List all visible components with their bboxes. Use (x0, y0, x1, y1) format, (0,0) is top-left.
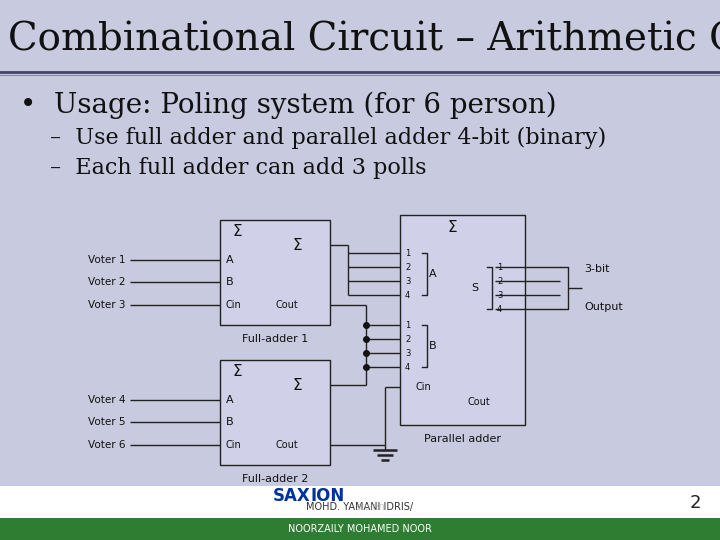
Text: B: B (226, 417, 233, 427)
Text: S: S (472, 283, 479, 293)
Text: Σ: Σ (292, 238, 302, 253)
Text: 2: 2 (497, 276, 503, 286)
Text: Voter 4: Voter 4 (88, 395, 125, 405)
Text: NOORZAILY MOHAMED NOOR: NOORZAILY MOHAMED NOOR (288, 524, 432, 534)
Text: ION: ION (310, 487, 344, 505)
Text: Σ: Σ (447, 219, 456, 234)
Text: –  Each full adder can add 3 polls: – Each full adder can add 3 polls (50, 157, 426, 179)
Bar (0, 518, 720, 540)
Text: 3: 3 (405, 276, 410, 286)
Text: 3-bit: 3-bit (584, 264, 610, 274)
Text: Full-adder 1: Full-adder 1 (242, 334, 308, 344)
Bar (0, 486, 720, 540)
Text: Voter 6: Voter 6 (88, 440, 125, 450)
Text: B: B (429, 341, 436, 351)
Text: 4: 4 (405, 362, 410, 372)
Bar (400, 215, 525, 425)
Text: Voter 2: Voter 2 (88, 277, 125, 287)
Text: 1: 1 (497, 262, 503, 272)
Text: B: B (226, 277, 233, 287)
Text: 3: 3 (405, 348, 410, 357)
Text: Cout: Cout (275, 300, 298, 310)
Text: 2: 2 (405, 262, 410, 272)
Text: Output: Output (584, 302, 623, 312)
Text: 3: 3 (497, 291, 503, 300)
Text: Parallel adder: Parallel adder (423, 434, 500, 444)
Text: SAX: SAX (272, 487, 310, 505)
Text: Cin: Cin (226, 300, 242, 310)
Text: A: A (226, 255, 233, 265)
Text: Σ: Σ (232, 225, 242, 240)
Text: •  Usage: Poling system (for 6 person): • Usage: Poling system (for 6 person) (20, 91, 557, 119)
Text: Cin: Cin (415, 382, 431, 392)
Text: 2: 2 (689, 494, 701, 512)
Text: Cin: Cin (226, 440, 242, 450)
Text: Σ: Σ (292, 377, 302, 393)
Bar (220, 360, 330, 465)
Text: Voter 5: Voter 5 (88, 417, 125, 427)
Text: Cout: Cout (468, 397, 491, 407)
Text: –  Use full adder and parallel adder 4-bit (binary): – Use full adder and parallel adder 4-bi… (50, 127, 606, 149)
Text: 2: 2 (405, 334, 410, 343)
Text: Combinational Circuit – Arithmetic Circuit: Combinational Circuit – Arithmetic Circu… (8, 22, 720, 58)
Text: 4: 4 (497, 305, 503, 314)
Text: 4: 4 (405, 291, 410, 300)
Text: Cout: Cout (275, 440, 298, 450)
Text: Σ: Σ (232, 364, 242, 380)
Text: MOHD. YAMANI IDRIS/: MOHD. YAMANI IDRIS/ (307, 502, 413, 512)
Text: stolen: stolen (355, 502, 385, 512)
Text: A: A (429, 269, 436, 279)
Bar (220, 220, 330, 325)
Text: Full-adder 2: Full-adder 2 (242, 474, 308, 484)
Text: A: A (226, 395, 233, 405)
Text: Voter 3: Voter 3 (88, 300, 125, 310)
Text: 1: 1 (405, 248, 410, 258)
Text: Voter 1: Voter 1 (88, 255, 125, 265)
Text: 1: 1 (405, 321, 410, 329)
